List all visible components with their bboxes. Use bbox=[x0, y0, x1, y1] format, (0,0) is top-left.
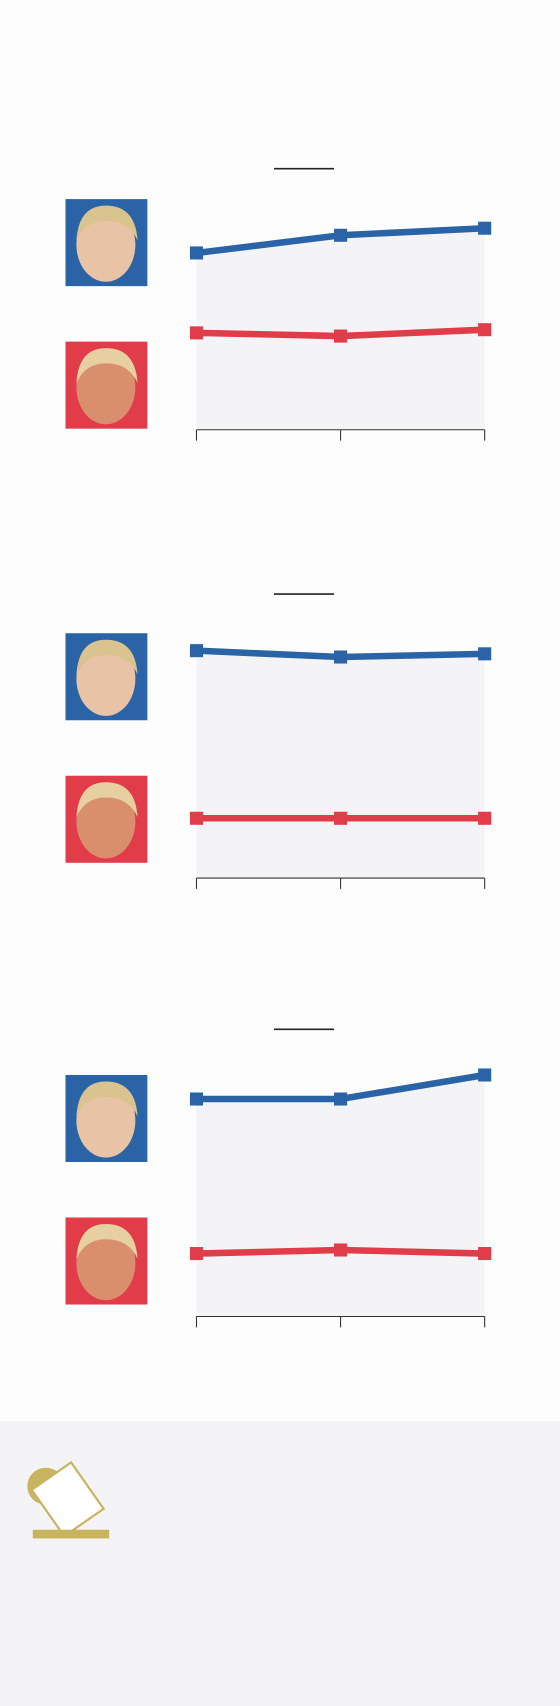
face bbox=[76, 784, 136, 859]
point bbox=[478, 1247, 492, 1261]
point bbox=[478, 647, 492, 661]
candidate-photo bbox=[65, 775, 148, 863]
hair bbox=[76, 639, 138, 675]
area bbox=[196, 650, 485, 879]
face bbox=[76, 350, 136, 425]
face bbox=[76, 1083, 136, 1158]
point bbox=[334, 650, 348, 664]
point bbox=[189, 1247, 204, 1261]
hair bbox=[76, 205, 138, 241]
area bbox=[196, 228, 485, 430]
point bbox=[334, 1243, 348, 1257]
footer bbox=[0, 1420, 560, 1706]
point bbox=[478, 323, 492, 337]
point bbox=[189, 644, 204, 658]
point bbox=[189, 246, 204, 260]
ballot-icon bbox=[27, 1460, 110, 1539]
line-chart bbox=[65, 1028, 492, 1328]
point bbox=[478, 811, 492, 825]
hair bbox=[76, 782, 138, 818]
face bbox=[76, 641, 136, 716]
face bbox=[76, 1226, 136, 1301]
hair bbox=[76, 1081, 138, 1117]
point bbox=[478, 221, 492, 235]
point bbox=[189, 811, 204, 825]
hair bbox=[76, 348, 138, 383]
point bbox=[334, 329, 348, 343]
candidate-photo bbox=[65, 341, 148, 429]
candidate-photo bbox=[65, 1074, 148, 1162]
point bbox=[189, 326, 204, 340]
face bbox=[76, 207, 136, 282]
point bbox=[189, 1092, 204, 1106]
candidate-photo bbox=[65, 633, 148, 721]
hair bbox=[76, 1224, 138, 1259]
candidate-photo bbox=[65, 1217, 148, 1305]
point bbox=[334, 228, 348, 242]
candidate-photo bbox=[65, 199, 148, 287]
point bbox=[478, 1068, 492, 1082]
line-chart bbox=[65, 593, 492, 889]
line-chart bbox=[65, 167, 492, 441]
point bbox=[334, 1092, 348, 1106]
point bbox=[334, 811, 348, 825]
area bbox=[196, 1074, 485, 1317]
